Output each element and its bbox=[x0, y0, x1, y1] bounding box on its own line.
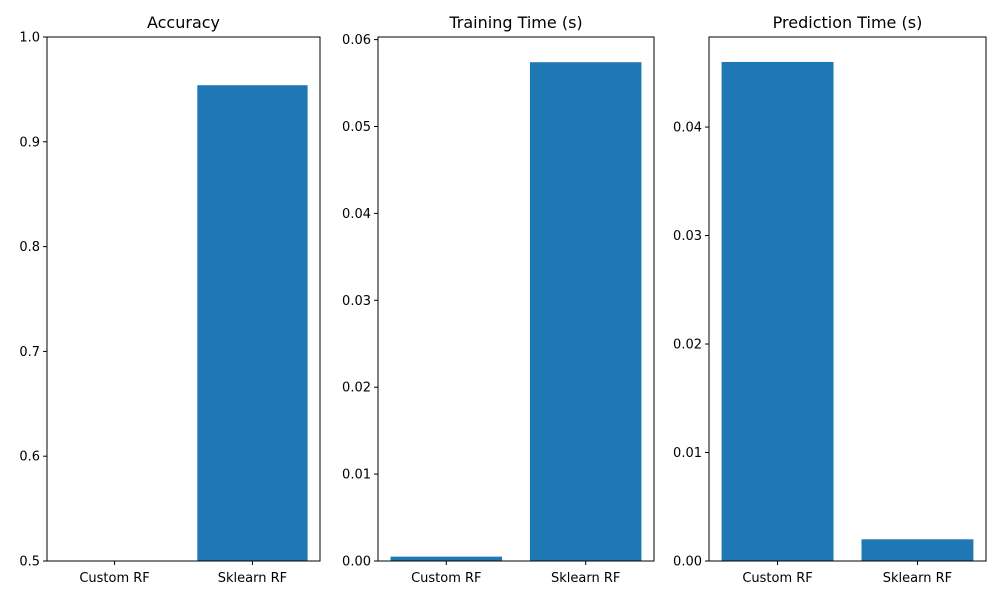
plot-marks: Custom RF Sklearn RF 0.00 0.01 0.02 0.03 0.04 0… bbox=[342, 33, 642, 586]
y-tick-label: 1.0 bbox=[19, 31, 40, 46]
x-tick-label: Sklearn RF bbox=[883, 571, 952, 586]
x-tick-label: Sklearn RF bbox=[551, 571, 620, 586]
y-tick-label: 0.6 bbox=[19, 450, 40, 465]
y-tick-label: 0.03 bbox=[673, 229, 702, 244]
panel-title: Accuracy bbox=[147, 13, 220, 32]
bar-sklearn-rf bbox=[197, 85, 308, 561]
y-tick-label: 0.9 bbox=[19, 135, 40, 150]
y-tick-label: 0.01 bbox=[673, 446, 702, 461]
y-tick-label: 0.06 bbox=[342, 33, 371, 48]
axes-frame bbox=[708, 36, 987, 562]
y-tick-label: 0.02 bbox=[673, 338, 702, 353]
y-tick-label: 0.01 bbox=[342, 468, 371, 483]
bar-sklearn-rf bbox=[529, 62, 642, 562]
y-tick-label: 0.5 bbox=[19, 555, 40, 570]
panel-title: Training Time (s) bbox=[448, 13, 582, 32]
y-tick-label: 0.03 bbox=[342, 294, 371, 309]
prediction-time-panel: Prediction Time (s) Custom RF Sklearn RF 0… bbox=[673, 13, 987, 586]
plot-marks: Custom RF Sklearn RF 0.5 0.6 0.7 0.8 0.9 1.0 bbox=[19, 31, 308, 586]
y-tick-label: 0.04 bbox=[673, 121, 702, 136]
bar-sklearn-rf bbox=[861, 539, 974, 561]
y-tick-label: 0.04 bbox=[342, 207, 371, 222]
y-tick-label: 0.05 bbox=[342, 120, 371, 135]
axes-frame bbox=[46, 36, 321, 562]
panel-title: Prediction Time (s) bbox=[773, 13, 923, 32]
y-tick-label: 0.8 bbox=[19, 240, 40, 255]
y-tick-label: 0.00 bbox=[673, 555, 702, 570]
bar-custom-rf bbox=[721, 61, 834, 561]
y-tick-label: 0.00 bbox=[342, 555, 371, 570]
training-time-panel: Training Time (s) Custom RF Sklearn RF 0.0… bbox=[342, 13, 655, 586]
y-tick-label: 0.7 bbox=[19, 345, 40, 360]
x-tick-label: Sklearn RF bbox=[218, 571, 287, 586]
plot-marks: Custom RF Sklearn RF 0.00 0.01 0.02 0.03 0.04 bbox=[673, 61, 974, 586]
x-tick-label: Custom RF bbox=[411, 571, 481, 586]
accuracy-panel: Accuracy Custom RF Sklearn RF 0.5 0.6 0.7 0.8… bbox=[19, 13, 321, 586]
y-tick-label: 0.02 bbox=[342, 381, 371, 396]
x-tick-label: Custom RF bbox=[79, 571, 149, 586]
x-tick-label: Custom RF bbox=[742, 571, 812, 586]
bar-custom-rf bbox=[390, 556, 503, 561]
axes-frame bbox=[377, 36, 655, 562]
